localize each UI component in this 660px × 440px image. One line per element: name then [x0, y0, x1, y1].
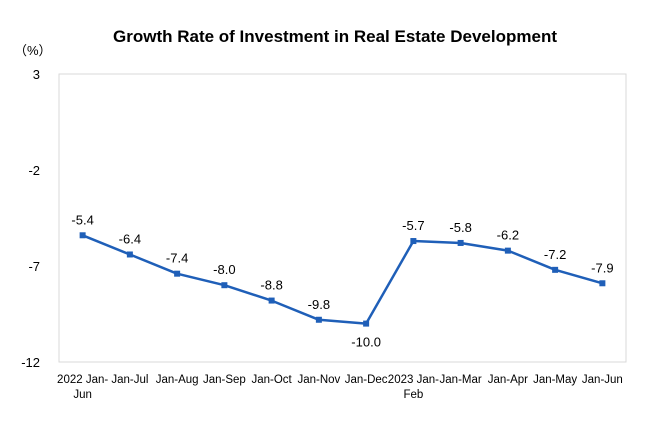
- data-point: [126, 251, 133, 258]
- data-label: -7.4: [166, 251, 188, 266]
- y-tick-label: -2: [28, 163, 40, 178]
- x-tick-label: Jan-Dec: [345, 374, 388, 386]
- y-tick-label: 3: [33, 67, 40, 82]
- series-line: [82, 234, 603, 325]
- x-tick-label: Jan-Jun: [582, 374, 623, 386]
- data-label: -9.8: [308, 297, 330, 312]
- data-point: [552, 266, 559, 273]
- x-tick-label: Jan-Apr: [488, 374, 528, 386]
- data-point: [410, 238, 417, 245]
- plot-area: [58, 73, 627, 363]
- data-point: [599, 280, 606, 287]
- data-point: [174, 270, 181, 277]
- x-tick-label: Jan-Oct: [251, 374, 292, 386]
- data-label: -10.0: [351, 335, 381, 350]
- x-tick-label: Jan-Mar: [440, 374, 482, 386]
- data-point: [79, 232, 86, 239]
- chart-title: Growth Rate of Investment in Real Estate…: [113, 27, 557, 46]
- data-label: -6.2: [497, 228, 519, 243]
- data-label: -5.8: [449, 220, 471, 235]
- data-label: -8.0: [213, 262, 235, 277]
- data-label: -8.8: [260, 278, 282, 293]
- x-tick-label: Jan-May: [533, 374, 577, 386]
- data-label: -6.4: [119, 231, 141, 246]
- data-label: -7.2: [544, 247, 566, 262]
- data-label: -5.7: [402, 218, 424, 233]
- x-tick-label: 2023 Jan-Feb: [388, 374, 439, 401]
- x-tick-label: Jan-Jul: [111, 374, 148, 386]
- y-axis: 3 -2 -7 -12: [21, 67, 40, 370]
- x-tick-label: Jan-Sep: [203, 374, 246, 386]
- data-point: [363, 320, 370, 327]
- x-tick-label: Jan-Aug: [156, 374, 199, 386]
- x-tick-label: 2022 Jan-Jun: [57, 374, 108, 401]
- y-tick-label: -7: [28, 259, 40, 274]
- data-point: [315, 316, 322, 323]
- y-unit-label: （%）: [14, 43, 52, 58]
- y-tick-label: -12: [21, 355, 40, 370]
- x-tick-label: Jan-Nov: [297, 374, 340, 386]
- data-point: [504, 247, 511, 254]
- data-label: -5.4: [71, 212, 93, 227]
- data-point: [221, 282, 228, 289]
- series-group: -5.4 -6.4 -7.4 -8.0 -8.8 -9.8 -10.0 -5.7 -5.8 -6.…: [71, 212, 613, 349]
- data-label: -7.9: [591, 260, 613, 275]
- data-point: [457, 239, 464, 246]
- data-point: [268, 297, 275, 304]
